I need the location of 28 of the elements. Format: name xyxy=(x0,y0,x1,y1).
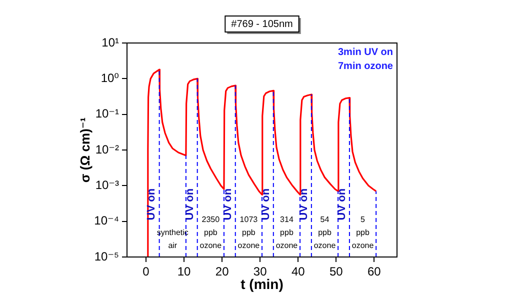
annotation: UV on xyxy=(222,188,234,220)
annotation: 3min UV on 7min ozone xyxy=(338,46,394,72)
annotation: 314 ppb ozone xyxy=(276,215,298,250)
annotation: UV on xyxy=(260,188,272,220)
chart-title: #769 - 105nm xyxy=(231,18,293,30)
y-tick-label: 10⁻⁵ xyxy=(94,249,120,264)
x-tick-label: 20 xyxy=(215,264,230,279)
annotation: 1073 ppb ozone xyxy=(238,215,260,250)
annotation: UV on xyxy=(146,188,158,220)
annotation: 2350 ppb ozone xyxy=(200,215,222,250)
annotation: 54 ppb ozone xyxy=(314,215,336,250)
y-tick-label: 10⁻⁴ xyxy=(94,214,119,228)
annotation: synthetic air xyxy=(156,228,188,250)
x-tick-label: 0 xyxy=(142,264,150,279)
annotation: UV on xyxy=(298,188,310,220)
x-tick-label: 60 xyxy=(368,264,382,279)
y-tick-label: 10¹ xyxy=(102,35,120,50)
y-tick-label: 10⁰ xyxy=(100,70,120,85)
x-tick-label: 10 xyxy=(177,264,192,279)
x-tick-label: 50 xyxy=(329,264,344,279)
y-tick-label: 10⁻³ xyxy=(95,178,119,192)
x-tick-label: 40 xyxy=(291,264,306,279)
y-tick-label: 10⁻¹ xyxy=(95,106,119,121)
y-tick-label: 10⁻² xyxy=(95,142,119,156)
annotation: UV on xyxy=(336,188,348,220)
y-axis-title: σ (Ω cm)⁻¹ xyxy=(78,117,93,183)
annotation: 5 ppb ozone xyxy=(352,215,374,250)
annotation: UV on xyxy=(184,188,196,220)
